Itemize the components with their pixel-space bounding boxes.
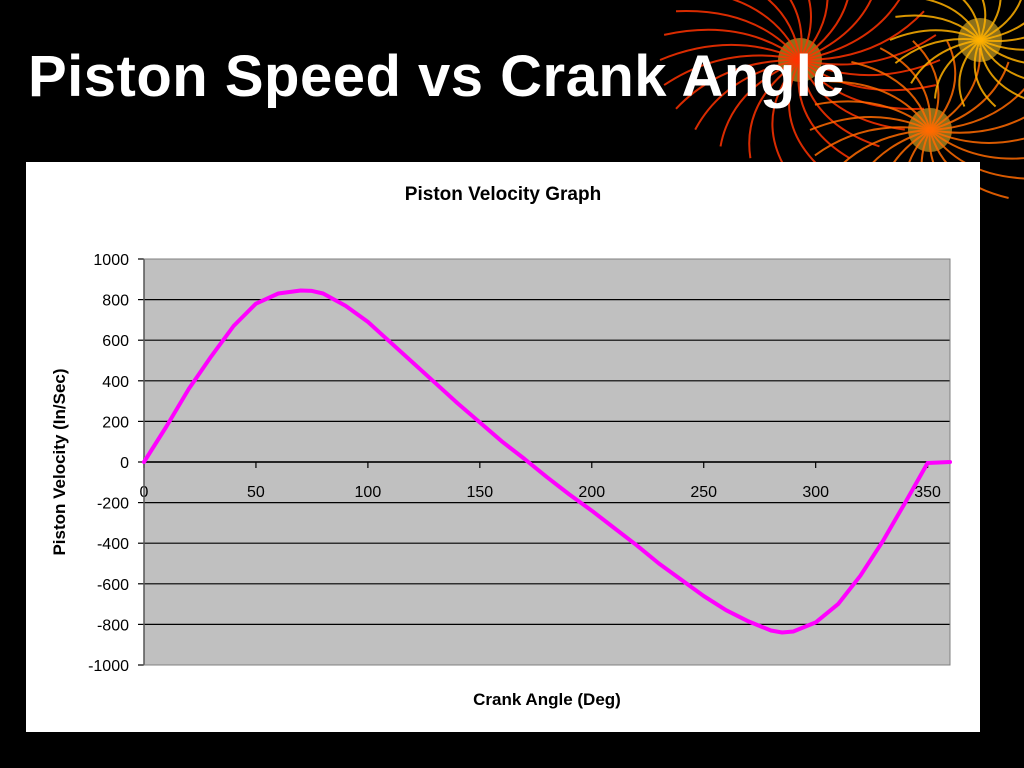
y-tick-label-6: -200: [97, 496, 129, 513]
burst-ray: [797, 59, 851, 160]
y-tick-label-3: 400: [102, 374, 129, 391]
burst-ray: [979, 39, 1024, 51]
burst-ray: [799, 0, 812, 61]
piston-velocity-chart: Piston Velocity Graph 1000 800 600 400 200 0 -…: [50, 184, 952, 709]
burst-ray: [719, 59, 801, 147]
burst-ray: [799, 0, 849, 61]
burst-ray: [889, 29, 981, 41]
burst-ray: [799, 10, 925, 62]
burst-ray: [894, 37, 981, 64]
burst-ray: [929, 61, 1010, 131]
burst-ray: [789, 0, 803, 61]
burst-ray: [799, 59, 905, 131]
burst-ray: [929, 116, 1024, 134]
burst-ray: [912, 40, 940, 131]
burst-ray: [979, 39, 1024, 80]
x-tick-label-6: 300: [802, 484, 829, 501]
burst-ray: [799, 59, 925, 111]
y-tick-label-7: -400: [97, 536, 129, 553]
x-tick-label-4: 200: [578, 484, 605, 501]
x-tick-label-1: 50: [247, 484, 265, 501]
x-tick-label-7: 350: [914, 484, 941, 501]
y-tick-label-1: 800: [102, 293, 129, 310]
burst-ray: [910, 39, 981, 84]
burst-ray: [771, 59, 801, 165]
burst-ray: [979, 39, 1024, 64]
burst-ray: [979, 36, 1024, 43]
burst-ray: [799, 0, 872, 61]
burst-ray: [895, 14, 981, 41]
burst-ray: [958, 39, 981, 107]
burst-ray: [748, 59, 801, 159]
burst-ray: [663, 54, 801, 86]
burst-ray: [962, 0, 981, 41]
x-tick-label-5: 250: [690, 484, 717, 501]
x-axis-label: Crank Angle (Deg): [473, 690, 621, 709]
burst-ray: [799, 0, 901, 61]
burst-ray: [799, 59, 937, 92]
burst-ray: [767, 0, 801, 61]
chart-panel: Piston Velocity Graph 1000 800 600 400 200 0 -…: [26, 162, 980, 732]
burst-ray: [663, 28, 801, 61]
series-line-0: [142, 288, 952, 635]
burst-ray: [732, 0, 801, 61]
y-tick-label-10: -1000: [88, 658, 129, 675]
burst-ray: [929, 87, 1024, 131]
burst-ray: [675, 58, 801, 110]
y-tick-label-0: 1000: [93, 252, 129, 269]
burst-ray: [929, 40, 957, 131]
burst-ray: [814, 126, 931, 157]
y-tick-label-2: 600: [102, 333, 129, 350]
slide-title: Piston Speed vs Crank Angle: [28, 44, 846, 109]
burst-ray: [788, 59, 818, 165]
burst-ray: [973, 39, 997, 108]
x-tick-label-2: 100: [355, 484, 382, 501]
burst-ray: [809, 116, 931, 131]
burst-ray: [799, 34, 937, 66]
burst-ray: [828, 80, 931, 131]
y-tick-label-5: 0: [120, 455, 129, 472]
y-tick-label-8: -600: [97, 577, 129, 594]
burst-ray: [929, 129, 1024, 160]
y-tick-label-9: -800: [97, 617, 129, 634]
burst-ray: [934, 39, 981, 99]
burst-ray: [799, 59, 880, 148]
burst-ray: [979, 0, 1002, 41]
burst-ray: [929, 129, 1024, 144]
burst-ray: [979, 22, 1024, 41]
burst-ray: [979, 39, 1024, 100]
burst-ray: [659, 43, 801, 61]
burst-ray: [879, 47, 932, 131]
y-axis-label: Piston Velocity (In/Sec): [50, 368, 69, 555]
burst-ray: [675, 9, 801, 61]
burst-ray: [799, 0, 829, 61]
burst-ray: [979, 0, 987, 41]
burst-ray: [694, 59, 801, 131]
burst-ray: [924, 0, 981, 41]
burst-ray: [814, 100, 931, 131]
y-tick-label-4: 200: [102, 414, 129, 431]
x-tick-label-3: 150: [466, 484, 493, 501]
burst-ray: [979, 0, 1022, 41]
burst-ray: [851, 61, 931, 131]
chart-title: Piston Velocity Graph: [405, 184, 601, 205]
firework-decoration: [659, 0, 1024, 220]
